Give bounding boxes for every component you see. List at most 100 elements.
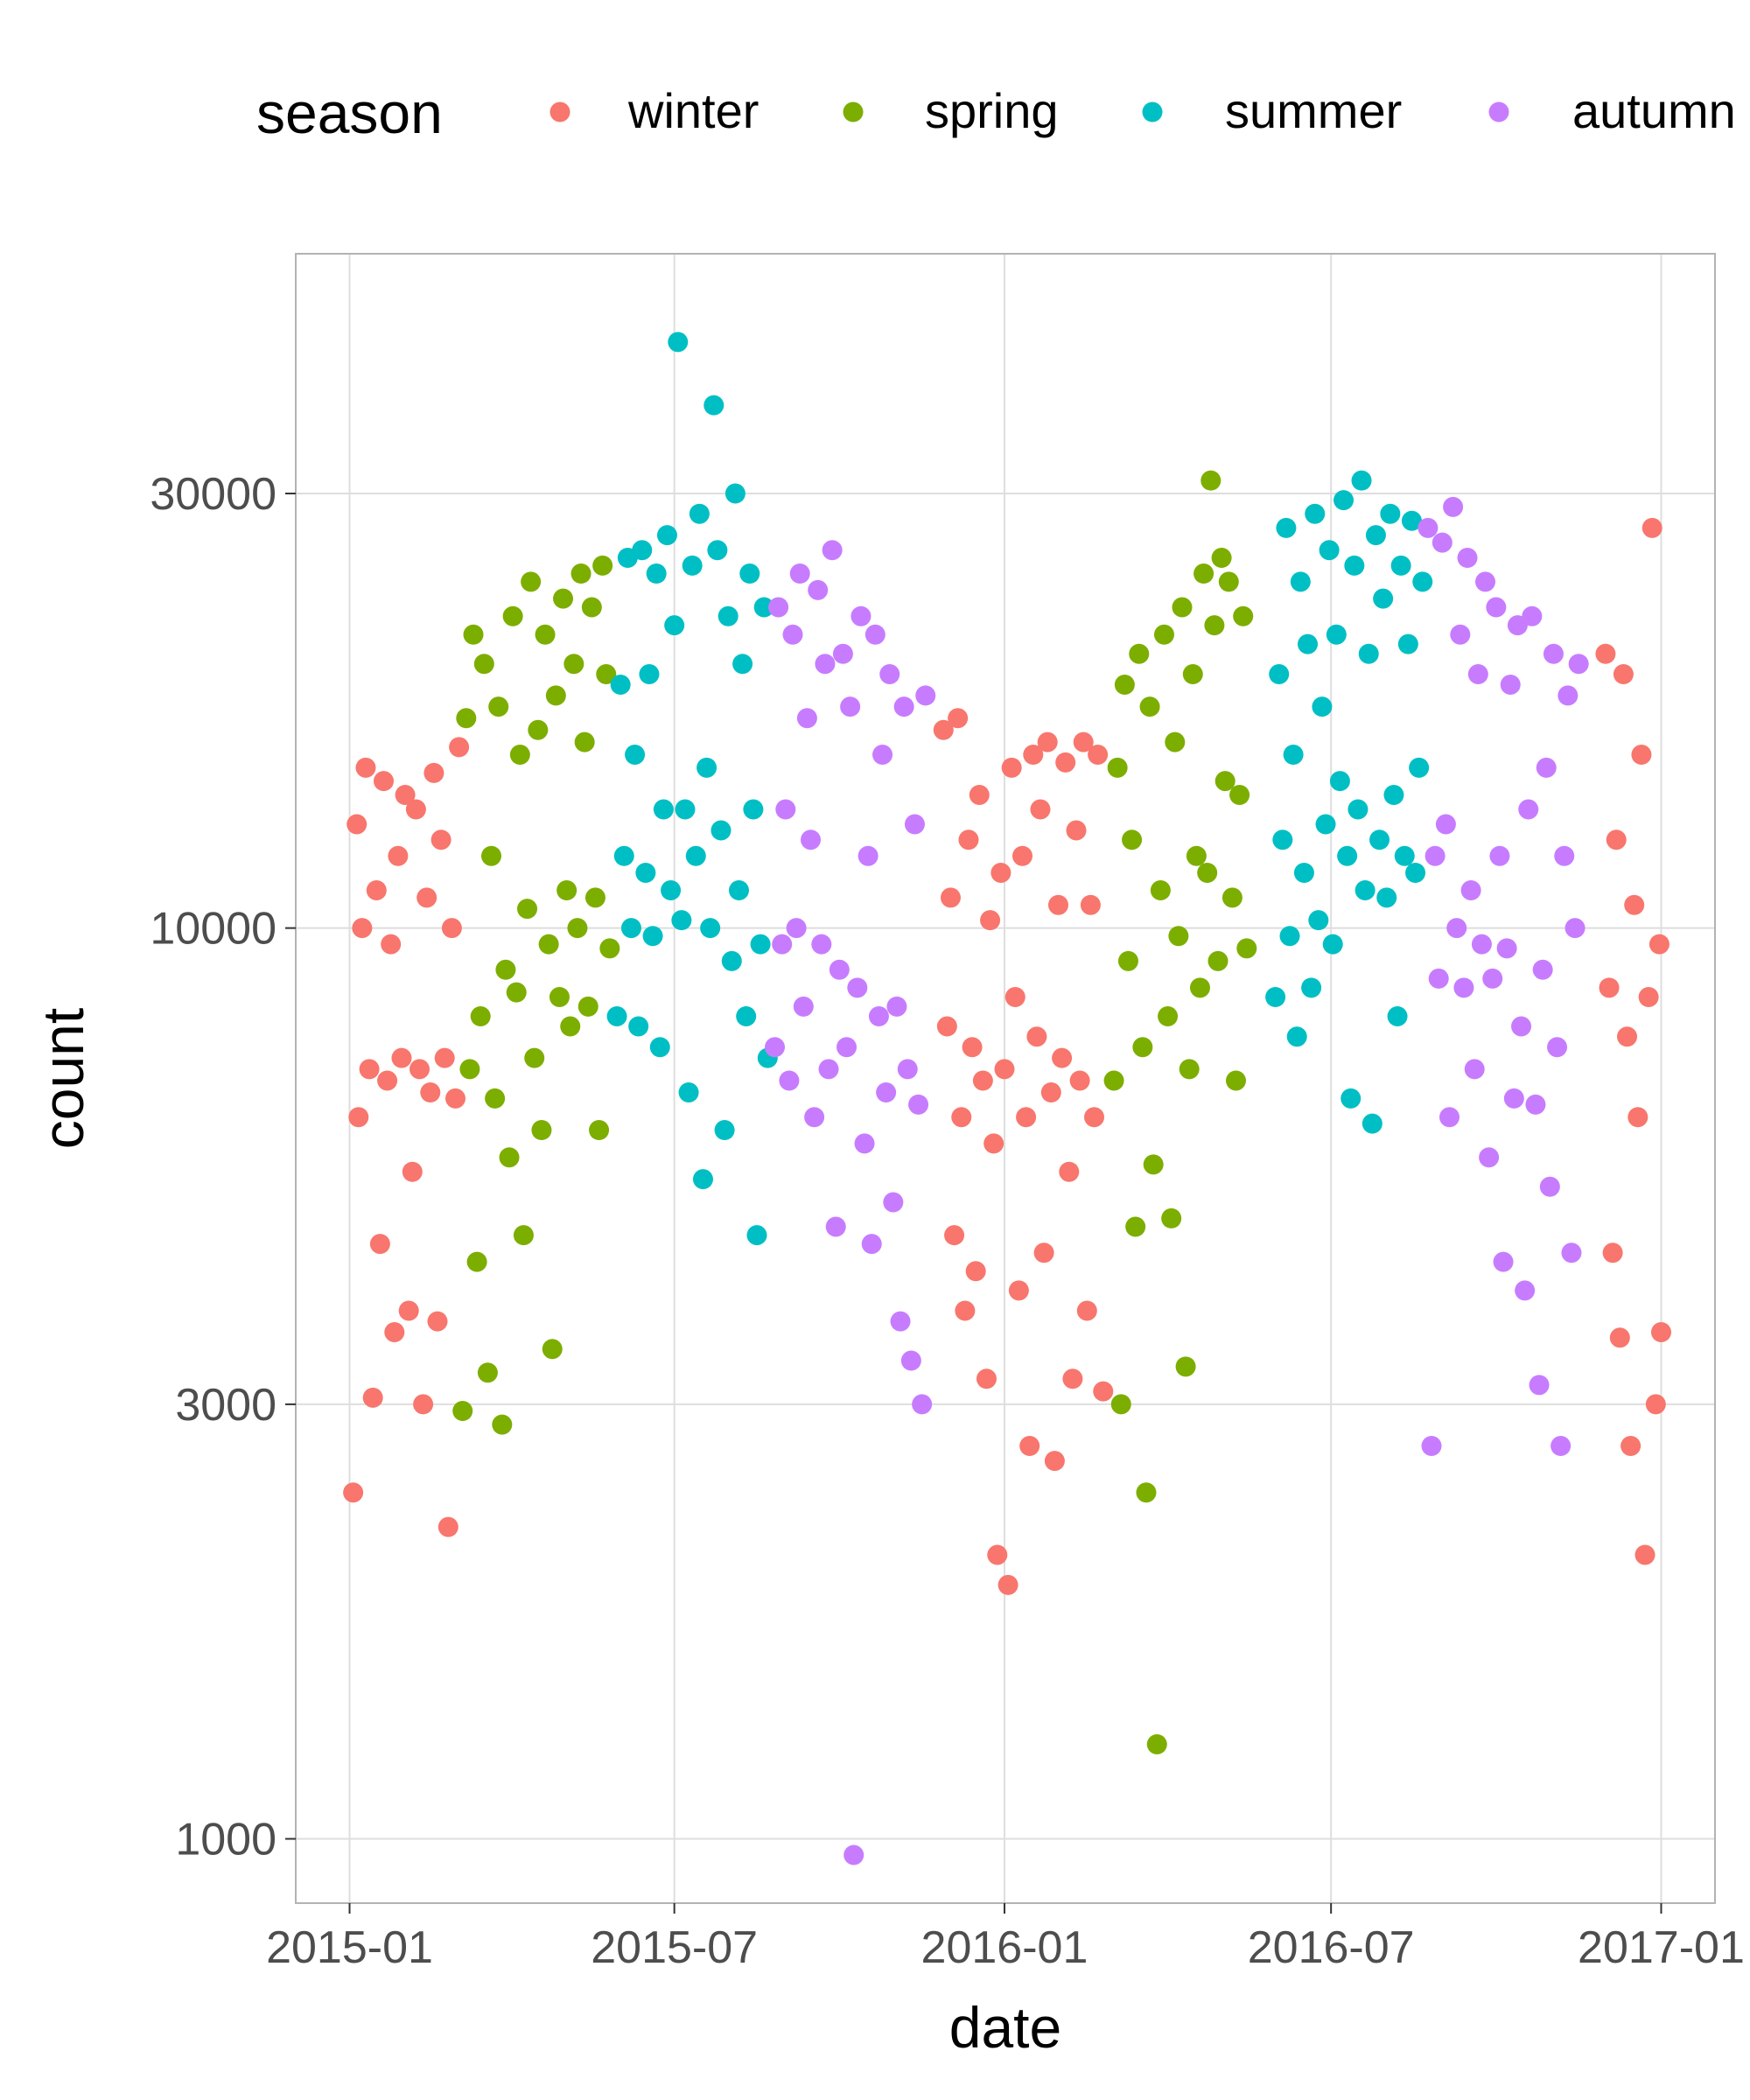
data-point-autumn: [1547, 1037, 1568, 1058]
data-point-winter: [994, 1059, 1015, 1080]
panel-border: [295, 253, 1716, 1904]
data-point-autumn: [1450, 624, 1471, 645]
data-point-winter: [1638, 986, 1659, 1007]
data-point-spring: [1161, 1208, 1182, 1228]
data-point-autumn: [1435, 814, 1456, 835]
data-point-winter: [1026, 1026, 1047, 1047]
x-axis-title: date: [949, 1995, 1061, 2060]
y-axis-title: count: [31, 1008, 95, 1149]
data-point-autumn: [793, 996, 814, 1017]
data-point-summer: [1322, 934, 1343, 955]
data-point-autumn: [822, 540, 843, 561]
data-point-spring: [1103, 1070, 1124, 1091]
data-point-winter: [940, 887, 961, 908]
data-point-spring: [1204, 615, 1225, 636]
data-point-autumn: [1471, 934, 1492, 955]
data-point-summer: [625, 745, 646, 766]
data-point-spring: [1218, 571, 1239, 592]
legend: season winter spring summer autumn: [256, 80, 1736, 145]
data-point-autumn: [915, 685, 936, 706]
data-point-spring: [517, 899, 538, 920]
data-point-summer: [649, 1037, 670, 1058]
data-point-autumn: [1564, 918, 1586, 939]
data-point-summer: [1283, 745, 1304, 766]
data-point-spring: [524, 1047, 545, 1068]
data-point-winter: [990, 862, 1012, 883]
data-point-spring: [596, 663, 617, 684]
data-point-winter: [1012, 845, 1032, 866]
data-point-spring: [1189, 977, 1210, 998]
data-point-winter: [409, 1059, 430, 1080]
data-point-winter: [388, 845, 409, 866]
data-point-summer: [1329, 771, 1350, 792]
data-point-spring: [488, 696, 509, 718]
data-point-spring: [556, 880, 578, 901]
data-point-autumn: [811, 934, 832, 955]
data-point-autumn: [1479, 1147, 1500, 1168]
data-point-spring: [1158, 1006, 1179, 1027]
data-point-autumn: [1529, 1375, 1550, 1396]
data-point-summer: [1390, 555, 1411, 576]
data-point-summer: [721, 950, 742, 971]
data-point-spring: [477, 1362, 498, 1383]
data-point-winter: [1019, 1436, 1040, 1457]
data-point-summer: [710, 820, 732, 841]
data-point-summer: [1319, 540, 1340, 561]
data-point-winter: [1080, 894, 1101, 915]
data-point-summer: [1286, 1026, 1307, 1047]
data-point-winter: [1645, 1394, 1666, 1415]
data-point-winter: [951, 1107, 972, 1128]
data-point-spring: [599, 938, 620, 959]
data-point-summer: [1293, 862, 1314, 883]
data-point-summer: [635, 862, 656, 883]
data-point-spring: [567, 918, 588, 939]
data-point-autumn: [1568, 654, 1589, 675]
data-point-spring: [1114, 675, 1135, 696]
data-point-winter: [1620, 1436, 1642, 1457]
data-point-autumn: [1493, 1251, 1514, 1272]
data-point-autumn: [1554, 845, 1575, 866]
data-point-winter: [424, 762, 444, 783]
data-point-summer: [1326, 624, 1347, 645]
data-point-autumn: [1432, 532, 1452, 553]
data-point-winter: [343, 1482, 364, 1503]
data-point-winter: [1599, 977, 1620, 998]
data-point-spring: [1132, 1037, 1153, 1058]
data-point-autumn: [868, 1006, 889, 1027]
data-point-summer: [671, 910, 692, 931]
data-point-summer: [642, 926, 663, 947]
data-point-summer: [606, 1006, 627, 1027]
data-point-winter: [438, 1516, 458, 1537]
data-point-winter: [1088, 745, 1109, 766]
x-tick-label: 2017-01: [1578, 1922, 1745, 1973]
data-point-spring: [1110, 1394, 1131, 1415]
data-point-winter: [381, 934, 402, 955]
data-point-spring: [452, 1400, 473, 1421]
data-point-winter: [933, 719, 954, 740]
data-point-spring: [584, 887, 606, 908]
data-point-spring: [1117, 950, 1138, 971]
x-axis-ticks: 2015-01 2015-07 2016-01 2016-07 2017-01: [266, 1903, 1745, 1973]
data-point-winter: [1595, 643, 1616, 664]
data-point-spring: [1125, 1216, 1146, 1237]
data-point-summer: [1265, 986, 1286, 1007]
data-point-summer: [1373, 588, 1394, 609]
data-point-summer: [707, 540, 728, 561]
data-point-summer: [1298, 634, 1319, 654]
data-point-summer: [1312, 696, 1333, 718]
legend-title: season: [256, 80, 443, 145]
data-point-winter: [430, 830, 452, 850]
x-tick-label: 2016-01: [921, 1922, 1088, 1973]
data-point-spring: [1139, 696, 1160, 718]
data-point-spring: [542, 1339, 563, 1360]
data-point-winter: [1016, 1107, 1037, 1128]
data-point-winter: [1076, 1300, 1097, 1321]
x-tick-label: 2015-01: [266, 1922, 433, 1973]
data-point-spring: [466, 1251, 487, 1272]
data-point-autumn: [1532, 959, 1553, 980]
data-point-autumn: [1453, 977, 1474, 998]
data-point-autumn: [1482, 968, 1503, 989]
data-point-summer: [1315, 814, 1336, 835]
data-point-autumn: [897, 1059, 918, 1080]
data-point-autumn: [876, 1082, 897, 1102]
